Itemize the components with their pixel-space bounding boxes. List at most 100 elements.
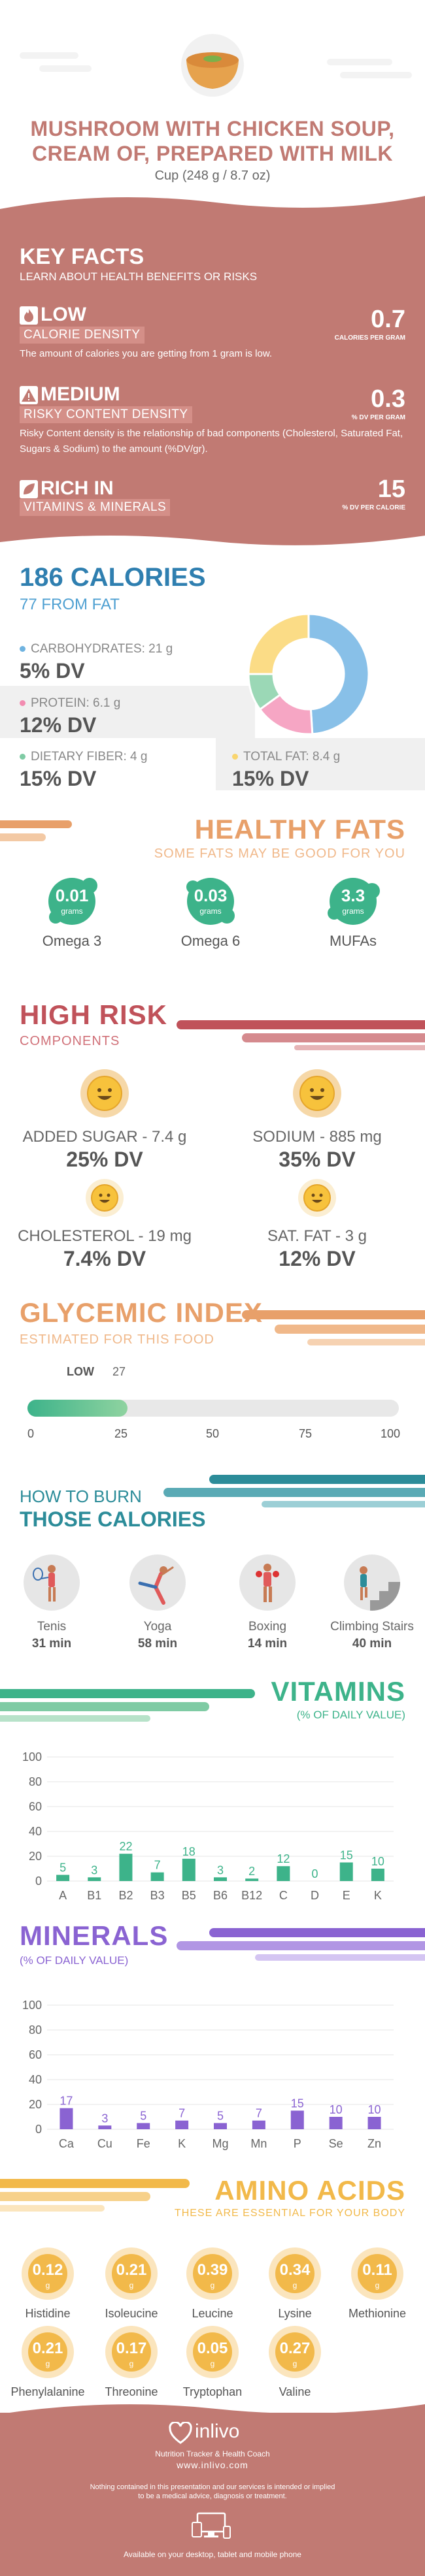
- amino-histidine: 0.12 g Histidine: [7, 2247, 89, 2321]
- fat-name: MUFAs: [329, 933, 377, 949]
- fact-label: VITAMINS & MINERALS: [20, 499, 171, 516]
- x-tick-label: C: [279, 1889, 288, 1902]
- bar-value-label: 0: [312, 1867, 318, 1880]
- tennis-icon: [33, 1565, 56, 1602]
- risk-sodium: SODIUM - 885 mg 35% DV: [212, 1069, 422, 1172]
- bar-Se: [329, 2117, 343, 2129]
- brand-url[interactable]: www.inlivo.com: [177, 2460, 248, 2470]
- legend-dot: [20, 754, 26, 760]
- minerals-subtitle: (% OF DAILY VALUE): [20, 1954, 129, 1967]
- amino-unit: g: [129, 2281, 134, 2290]
- availability-text: Available on your desktop, tablet and mo…: [124, 2550, 301, 2559]
- risk-label: ADDED SUGAR - 7.4 g: [22, 1128, 187, 1146]
- key-facts-subtitle: LEARN ABOUT HEALTH BENEFITS OR RISKS: [20, 270, 258, 283]
- nutrient-dv: 12% DV: [20, 713, 97, 737]
- bar-Cu: [98, 2125, 112, 2129]
- bar-value-label: 2: [248, 1865, 255, 1878]
- y-tick-label: 0: [35, 1875, 42, 1888]
- x-tick-label: B1: [87, 1889, 101, 1902]
- legend-dot: [20, 646, 26, 652]
- bar-value-label: 5: [60, 1861, 66, 1875]
- disclaimer-line-2: to be a medical advice, diagnosis or tre…: [138, 2492, 287, 2500]
- y-tick-label: 80: [29, 2023, 42, 2037]
- x-tick-label: B12: [241, 1889, 262, 1902]
- y-tick-label: 80: [29, 1775, 42, 1788]
- bar-P: [290, 2110, 304, 2129]
- legend-dot: [20, 700, 26, 707]
- amino-unit: g: [210, 2281, 215, 2290]
- yoga-icon: [138, 1566, 174, 1605]
- bar-value-label: 17: [60, 2095, 73, 2108]
- amino-unit: g: [375, 2281, 380, 2290]
- donut-slice-fat: [247, 613, 310, 675]
- brand-tagline: Nutrition Tracker & Health Coach: [155, 2449, 270, 2458]
- x-tick-label: E: [343, 1889, 350, 1902]
- amino-isoleucine: 0.21 g Isoleucine: [90, 2247, 173, 2321]
- gi-tick: 50: [206, 1427, 220, 1440]
- x-tick-label: A: [59, 1889, 67, 1902]
- vitamins-title: VITAMINS: [271, 1676, 405, 1707]
- amino-name: Valine: [279, 2385, 311, 2398]
- x-tick-label: Cu: [97, 2137, 112, 2150]
- bar-value-label: 10: [368, 2103, 381, 2116]
- boxing-icon: [256, 1564, 279, 1602]
- yellow-blob-icon: [269, 2326, 321, 2378]
- amino-value: 0.11: [362, 2261, 392, 2279]
- fat-name: Omega 3: [42, 933, 102, 949]
- glycemic-value: 27: [112, 1365, 126, 1378]
- amino-value: 0.05: [197, 2340, 228, 2357]
- yellow-blob-icon: [186, 2326, 239, 2378]
- amino-threonine: 0.17 g Threonine: [90, 2325, 173, 2399]
- gi-tick: 75: [299, 1427, 313, 1440]
- bar-Ca: [60, 2108, 73, 2129]
- bar-value-label: 22: [119, 1840, 132, 1853]
- x-tick-label: B5: [182, 1889, 196, 1902]
- y-tick-label: 100: [22, 1999, 42, 2012]
- glycemic-level: LOW: [67, 1365, 94, 1378]
- x-tick-label: Zn: [367, 2137, 381, 2150]
- healthy-fats-title: HEALTHY FATS: [194, 814, 405, 845]
- risk-dv: 7.4% DV: [63, 1247, 146, 1270]
- yellow-blob-icon: [186, 2247, 239, 2300]
- bar-value-label: 18: [182, 1845, 196, 1858]
- risk-label: SODIUM - 885 mg: [252, 1128, 382, 1146]
- glycemic-title: GLYCEMIC INDEX: [20, 1297, 263, 1328]
- y-tick-label: 0: [35, 2123, 42, 2136]
- amino-value: 0.34: [279, 2261, 311, 2279]
- activity-yoga: Yoga 58 min: [109, 1554, 207, 1651]
- amino-value: 0.21: [32, 2340, 63, 2357]
- fact-unit: % DV PER CALORIE: [342, 504, 405, 511]
- amino-unit: g: [210, 2359, 215, 2368]
- calories-from-fat: 77 FROM FAT: [20, 596, 120, 613]
- minerals-title: MINERALS: [20, 1920, 169, 1951]
- bar-E: [339, 1862, 353, 1881]
- disclaimer-line-1: Nothing contained in this presentation a…: [90, 2483, 335, 2491]
- bar-value-label: 15: [340, 1849, 353, 1862]
- nutrient-dv: 5% DV: [20, 659, 85, 683]
- activity-name: Boxing: [248, 1620, 287, 1634]
- fact-description: Risky Content density is the relationshi…: [20, 428, 403, 455]
- bar-Fe: [137, 2123, 150, 2129]
- vitamins-subtitle: (% OF DAILY VALUE): [296, 1709, 405, 1721]
- bar-K: [175, 2120, 189, 2129]
- x-tick-label: Se: [329, 2137, 343, 2150]
- fact-level: LOW: [20, 304, 86, 325]
- bar-A: [56, 1875, 70, 1881]
- glycemic-fill: [27, 1400, 128, 1417]
- x-tick-label: Ca: [59, 2137, 75, 2150]
- amino-value: 0.27: [279, 2340, 311, 2357]
- bar-B3: [150, 1872, 164, 1881]
- decor-stripes: [0, 1689, 255, 1722]
- amino-value: 0.39: [197, 2261, 228, 2279]
- bar-value-label: 3: [101, 2112, 108, 2125]
- y-tick-label: 40: [29, 2073, 42, 2086]
- green-blob-icon: [328, 878, 380, 925]
- y-tick-label: 20: [29, 2098, 42, 2111]
- x-tick-label: K: [374, 1889, 382, 1902]
- activity-time: 14 min: [247, 1637, 288, 1650]
- healthy-fats-subtitle: SOME FATS MAY BE GOOD FOR YOU: [154, 846, 405, 861]
- donut-slice-carbohydrates: [307, 613, 370, 735]
- fat-mufas: 3.3 grams MUFAs: [294, 875, 412, 950]
- footer: inlivo Nutrition Tracker & Health Coach …: [0, 2413, 425, 2576]
- nutrient-band: [0, 686, 255, 738]
